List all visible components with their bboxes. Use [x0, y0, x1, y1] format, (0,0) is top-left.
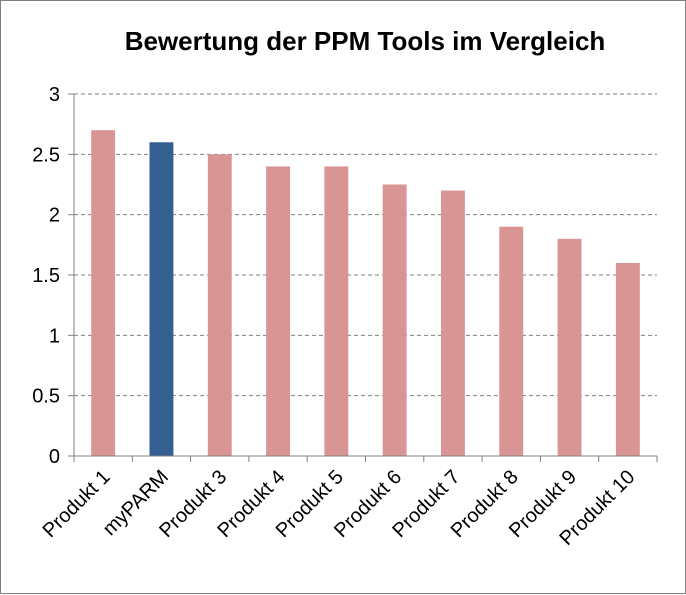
y-axis-ticks: 0 0.5 1 1.5 2 2.5 3 — [32, 84, 74, 468]
y-tick-label: 1 — [49, 325, 60, 347]
bar-7 — [440, 190, 465, 457]
bar-8 — [499, 226, 524, 456]
y-tick-label: 0.5 — [32, 386, 60, 408]
chart-title: Bewertung der PPM Tools im Vergleich — [125, 26, 606, 56]
bar-5 — [324, 166, 349, 456]
bar-9 — [557, 238, 582, 456]
bar-4 — [266, 166, 291, 456]
y-tick-label: 2 — [49, 205, 60, 227]
bar-3 — [207, 154, 232, 457]
bar-2 — [149, 142, 174, 456]
bar-1 — [91, 130, 116, 456]
y-tick-label: 0 — [49, 446, 60, 468]
x-tick-label: Produkt 1 — [39, 466, 115, 542]
bar-6 — [382, 184, 407, 456]
y-tick-label: 3 — [49, 84, 60, 106]
y-tick-label: 2.5 — [32, 144, 60, 166]
y-tick-label: 1.5 — [32, 265, 60, 287]
bar-10 — [615, 262, 640, 456]
bars — [91, 130, 640, 457]
